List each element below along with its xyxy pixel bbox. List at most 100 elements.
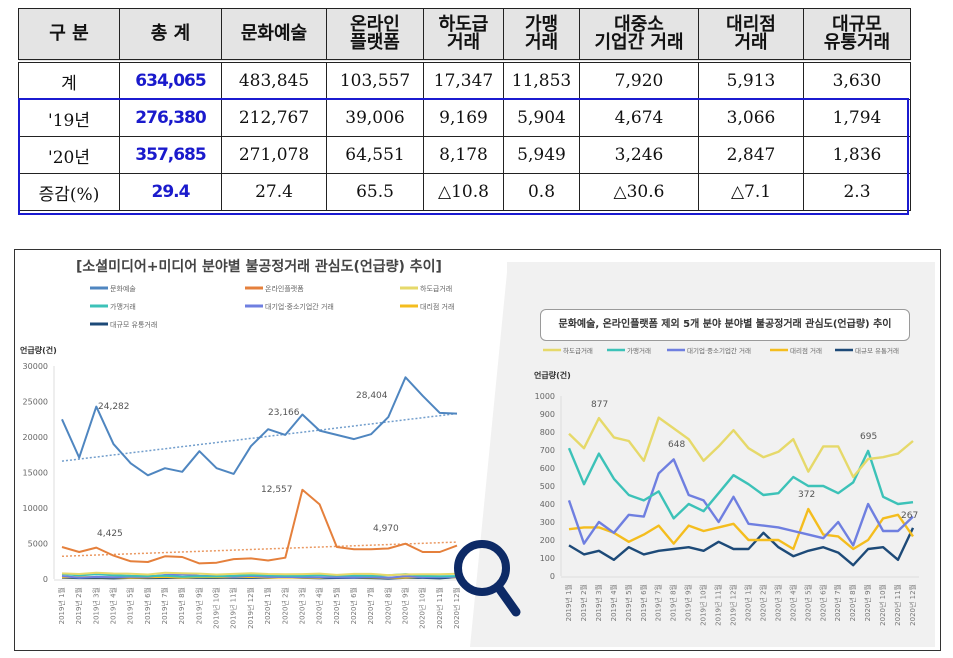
y-tick-label: 600 — [540, 464, 555, 473]
table-cell: 11,853 — [503, 60, 580, 100]
table-header-cell: 문화예술 — [221, 8, 327, 62]
table-header-cell: 구 분 — [18, 8, 120, 62]
legend-label: 대규모 유통거래 — [855, 346, 899, 355]
y-tick-label: 5000 — [28, 540, 48, 549]
legend-label: 가맹거래 — [627, 346, 651, 355]
x-tick-label: 2019년 7월 — [654, 584, 663, 621]
x-tick-label: 2019년 4월 — [609, 584, 618, 621]
x-tick-label: 2020년 9월 — [863, 584, 872, 621]
x-tick-label: 2020년 3월 — [773, 584, 782, 621]
y-axis-label: 언급량(건) — [534, 370, 571, 380]
x-tick-label: 2020년 10월 — [878, 584, 887, 626]
table-row: '19년 276,380 212,767 39,006 9,169 5,904 4,674 3… — [18, 99, 911, 137]
data-label: 4,425 — [97, 529, 123, 539]
x-tick-label: 2019년 3월 — [91, 587, 100, 624]
table-cell: 65.5 — [326, 173, 424, 211]
table-cell: 1,794 — [803, 99, 911, 137]
legend-label: 대규모 유통거래 — [110, 320, 157, 329]
table-cell: 103,557 — [326, 60, 424, 100]
y-axis-label: 언급량(건) — [20, 345, 57, 355]
x-tick-label: 2019년 10월 — [699, 584, 708, 626]
legend-label: 하도급거래 — [563, 346, 593, 355]
x-tick-label: 2019년 3월 — [594, 584, 603, 621]
x-tick-label: 2019년 2월 — [74, 587, 83, 624]
x-tick-label: 2020년 1월 — [743, 584, 752, 621]
legend-label: 하도급거래 — [420, 284, 452, 293]
table-cell: 9,169 — [423, 99, 504, 137]
y-tick-label: 500 — [540, 482, 555, 491]
x-tick-label: 2019년 6월 — [143, 587, 152, 624]
x-tick-label: 2019년 11월 — [714, 584, 723, 626]
table-cell: 5,949 — [503, 136, 580, 174]
legend-label: 온라인플랫폼 — [265, 284, 304, 293]
x-tick-label: 2019년 7월 — [160, 587, 169, 624]
table-cell: 5,904 — [503, 99, 580, 137]
x-tick-label: 2020년 9월 — [400, 587, 409, 624]
data-label: 877 — [591, 400, 608, 410]
x-tick-label: 2019년 9월 — [194, 587, 203, 624]
x-tick-label: 2019년 1월 — [57, 587, 66, 624]
magnifier-icon — [454, 540, 521, 617]
legend-label: 문화예술 — [110, 284, 136, 293]
x-tick-label: 2020년 6월 — [818, 584, 827, 621]
table-header-cell: 가맹 거래 — [503, 8, 580, 62]
x-tick-label: 2020년 6월 — [349, 587, 358, 624]
table-cell: △30.6 — [579, 173, 699, 211]
table-cell: △10.8 — [423, 173, 504, 211]
series-line-4 — [61, 573, 458, 579]
series-line-1 — [61, 488, 458, 565]
series-line-1 — [567, 447, 914, 520]
row-total: 29.4 — [119, 173, 222, 211]
x-tick-label: 2020년 12월 — [452, 587, 461, 629]
table-cell: 0.8 — [503, 173, 580, 211]
y-tick-label: 0 — [43, 575, 48, 584]
x-tick-label: 2020년 2월 — [280, 587, 289, 624]
data-label: 28,404 — [356, 391, 388, 401]
series-line-0 — [568, 416, 914, 479]
data-label: 267 — [901, 511, 918, 521]
x-tick-label: 2020년 11월 — [893, 584, 902, 626]
legend-label: 가맹거래 — [110, 302, 136, 311]
x-tick-label: 2019년 1월 — [564, 584, 573, 621]
table-row: 증감(%) 29.4 27.4 65.5 △10.8 0.8 △30.6 △7.1 2.3 — [18, 173, 911, 211]
table-cell: 3,630 — [803, 60, 911, 100]
y-tick-label: 0 — [550, 572, 555, 581]
y-tick-label: 900 — [540, 410, 555, 419]
legend-label: 대기업·중소기업간 거래 — [687, 346, 751, 355]
x-tick-label: 2020년 2월 — [758, 584, 767, 621]
series-line-2 — [61, 571, 458, 577]
x-tick-label: 2020년 10월 — [418, 587, 427, 629]
inset-chart-title: 문화예술, 온라인플랫폼 제외 5개 분야 분야별 불공정거래 관심도(언급량)… — [540, 309, 910, 341]
x-tick-label: 2019년 6월 — [639, 584, 648, 621]
data-label: 12,557 — [261, 485, 293, 495]
y-tick-label: 200 — [540, 536, 555, 545]
table-cell: 2.3 — [803, 173, 911, 211]
data-label: 23,166 — [268, 408, 300, 418]
x-tick-label: 2019년 2월 — [579, 584, 588, 621]
x-tick-label: 2020년 1월 — [263, 587, 272, 624]
x-tick-label: 2019년 10월 — [212, 587, 221, 629]
row-total: 357,685 — [119, 136, 222, 174]
x-tick-label: 2020년 4월 — [315, 587, 324, 624]
y-tick-label: 25000 — [23, 398, 48, 407]
legend-label: 대리점 거래 — [420, 302, 454, 311]
table-cell: 64,551 — [326, 136, 424, 174]
row-label: 계 — [18, 60, 120, 100]
series-line-0 — [61, 376, 458, 477]
y-tick-label: 700 — [540, 446, 555, 455]
table-cell: △7.1 — [698, 173, 804, 211]
table-header-cell: 온라인 플랫폼 — [326, 8, 424, 62]
x-tick-label: 2019년 9월 — [684, 584, 693, 621]
x-tick-label: 2020년 12월 — [908, 584, 917, 626]
x-tick-label: 2020년 5월 — [332, 587, 341, 624]
table-header-cell: 대리점 거래 — [698, 8, 804, 62]
x-tick-label: 2020년 4월 — [788, 584, 797, 621]
x-tick-label: 2019년 4월 — [109, 587, 118, 624]
y-tick-label: 15000 — [23, 469, 48, 478]
table-header-cell: 대규모 유통거래 — [803, 8, 911, 62]
x-tick-label: 2019년 8월 — [177, 587, 186, 624]
table-cell: 483,845 — [221, 60, 327, 100]
data-label: 372 — [798, 490, 815, 500]
